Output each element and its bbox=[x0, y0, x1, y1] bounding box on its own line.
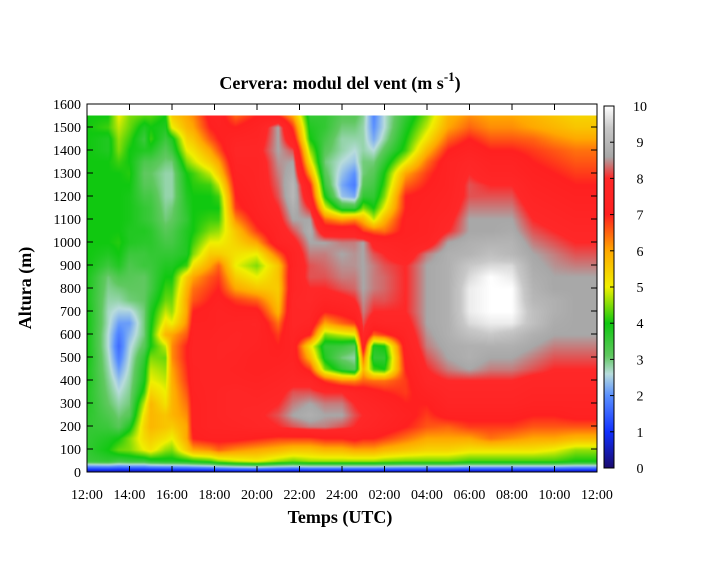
x-tick-label: 20:00 bbox=[241, 488, 273, 503]
x-tick-label: 22:00 bbox=[284, 488, 316, 503]
colorbar-tick-label: 5 bbox=[637, 281, 644, 296]
colorbar-tick-label: 8 bbox=[637, 172, 644, 187]
x-tick-label: 04:00 bbox=[411, 488, 443, 503]
y-tick-label: 800 bbox=[60, 282, 81, 297]
x-tick-label: 24:00 bbox=[326, 488, 358, 503]
chart-title-main: Cervera: modul del vent (m s bbox=[219, 73, 443, 94]
y-axis: 0 100 200 300 400 500 600 700 800 900 1000 1100 1200… bbox=[53, 98, 597, 481]
y-tick-label: 400 bbox=[60, 374, 81, 389]
y-tick-label: 700 bbox=[60, 305, 81, 320]
chart-title-close: ) bbox=[455, 73, 461, 94]
y-tick-label: 1500 bbox=[53, 121, 81, 136]
x-tick-label: 12:00 bbox=[71, 488, 103, 503]
colorbar-tick-label: 10 bbox=[633, 100, 647, 115]
colorbar-tick-label: 6 bbox=[637, 245, 644, 260]
colorbar-tick-label: 4 bbox=[637, 317, 644, 332]
y-tick-label: 500 bbox=[60, 351, 81, 366]
colorbar-tick-label: 0 bbox=[637, 462, 644, 477]
x-axis-label: Temps (UTC) bbox=[288, 507, 393, 528]
colorbar-tick-label: 7 bbox=[637, 209, 644, 224]
chart-title-superscript: -1 bbox=[444, 69, 455, 84]
x-tick-label: 18:00 bbox=[199, 488, 231, 503]
y-tick-label: 600 bbox=[60, 328, 81, 343]
x-tick-label: 14:00 bbox=[114, 488, 146, 503]
y-tick-label: 1600 bbox=[53, 98, 81, 113]
y-tick-label: 1400 bbox=[53, 144, 81, 159]
y-tick-label: 1100 bbox=[54, 213, 81, 228]
x-tick-label: 12:00 bbox=[581, 488, 613, 503]
x-axis: 12:00 14:00 16:00 18:00 20:00 22:00 24:00 02:00… bbox=[71, 104, 613, 503]
y-axis-label: Altura (m) bbox=[15, 247, 36, 329]
y-tick-label: 900 bbox=[60, 259, 81, 274]
colorbar-tick-label: 2 bbox=[637, 390, 644, 405]
colorbar-tick-label: 9 bbox=[637, 136, 644, 151]
y-tick-label: 1300 bbox=[53, 167, 81, 182]
x-tick-label: 06:00 bbox=[454, 488, 486, 503]
x-tick-label: 08:00 bbox=[496, 488, 528, 503]
x-tick-label: 10:00 bbox=[539, 488, 571, 503]
chart-title: Cervera: modul del vent (m s-1) bbox=[219, 69, 460, 94]
x-tick-label: 16:00 bbox=[156, 488, 188, 503]
wind-speed-heatmap bbox=[87, 115, 597, 473]
y-tick-label: 1000 bbox=[53, 236, 81, 251]
heatmap-plot-area bbox=[87, 115, 597, 473]
colorbar-scale: 0 1 2 3 4 5 6 7 8 9 10 bbox=[610, 100, 647, 477]
colorbar-tick-label: 3 bbox=[637, 353, 644, 368]
y-tick-label: 0 bbox=[74, 466, 81, 481]
y-tick-label: 1200 bbox=[53, 190, 81, 205]
colorbar-tick-label: 1 bbox=[637, 426, 644, 441]
x-tick-label: 02:00 bbox=[369, 488, 401, 503]
y-tick-label: 300 bbox=[60, 397, 81, 412]
y-tick-label: 100 bbox=[60, 443, 81, 458]
y-tick-label: 200 bbox=[60, 420, 81, 435]
